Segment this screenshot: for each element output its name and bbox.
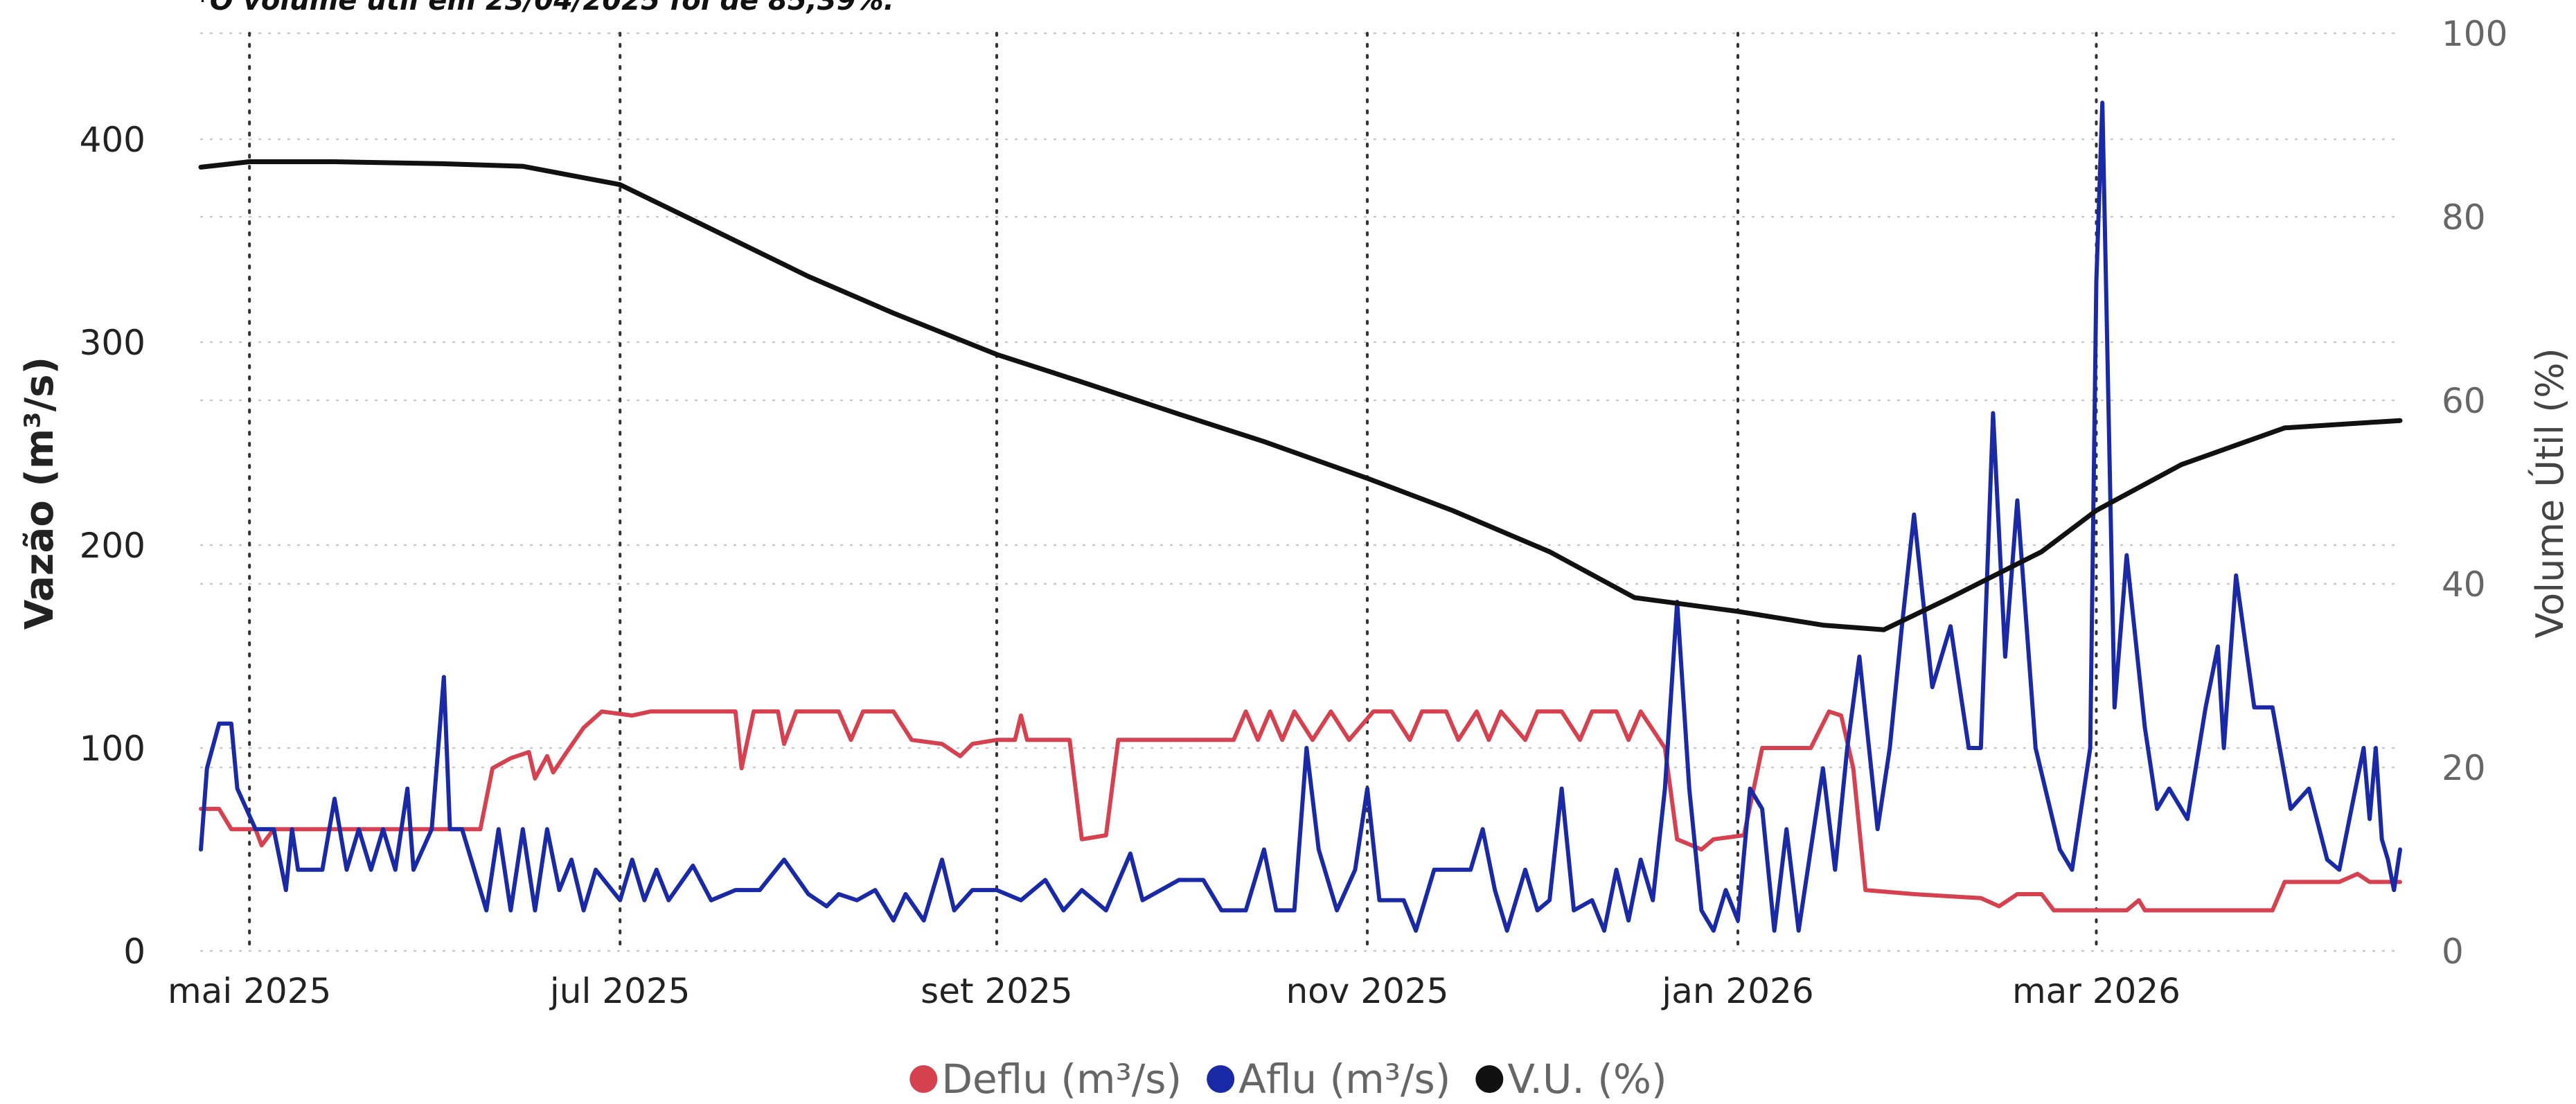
x-tick-label: jan 2026 <box>1661 971 1813 1011</box>
legend-item-aflu-m-s: Aflu (m³/s) <box>1207 1056 1450 1103</box>
y-tick-label-left: 200 <box>80 526 145 566</box>
legend-marker <box>1207 1065 1235 1093</box>
y-tick-label-right: 60 <box>2442 381 2486 421</box>
y-axis-label-right: Volume Útil (%) <box>2528 348 2572 638</box>
y-tick-label-left: 100 <box>80 729 145 769</box>
y-tick-label-left: 400 <box>80 120 145 160</box>
legend-item-v-u: V.U. (%) <box>1475 1056 1667 1103</box>
y-tick-label-right: 80 <box>2442 197 2486 238</box>
legend-label: Deflu (m³/s) <box>941 1056 1182 1103</box>
x-tick-label: mai 2025 <box>168 971 331 1011</box>
volume-note: *O volume útil em 23/04/2025 foi de 85,3… <box>195 0 894 17</box>
y-axis-label-left: Vazão (m³/s) <box>17 357 62 630</box>
x-axis: mai 2025 jul 2025 set 2025 nov 2025 jan 2026… <box>168 971 2180 1011</box>
series-line-v-u <box>198 159 2403 632</box>
y-tick-label-right: 40 <box>2442 564 2486 605</box>
x-tick-label: nov 2025 <box>1286 971 1448 1011</box>
y-axis-left: 0 100 200 300 400 <box>80 120 145 972</box>
y-tick-label-right: 0 <box>2442 932 2464 972</box>
series-lines <box>198 100 2403 933</box>
legend-label: V.U. (%) <box>1507 1056 1667 1103</box>
legend-marker <box>1475 1065 1504 1093</box>
series-line-aflu-m-s <box>199 100 2402 933</box>
y-tick-label-left: 0 <box>123 932 145 972</box>
x-tick-label: jul 2025 <box>549 971 691 1011</box>
y-tick-label-right: 100 <box>2442 14 2507 54</box>
legend: Deflu (m³/s) Aflu (m³/s) V.U. (%) <box>909 1056 1667 1103</box>
legend-marker <box>909 1065 938 1093</box>
legend-label: Aflu (m³/s) <box>1238 1056 1450 1103</box>
x-tick-label: set 2025 <box>921 971 1073 1011</box>
series-line-deflu-m-s <box>199 709 2402 913</box>
y-tick-label-left: 300 <box>80 323 145 363</box>
y-tick-label-right: 20 <box>2442 748 2486 788</box>
y-axis-right: 0 20 40 60 80 100 <box>2442 14 2507 972</box>
month-markers <box>248 32 2098 952</box>
x-tick-label: mar 2026 <box>2012 971 2180 1011</box>
legend-item-deflu-m-s: Deflu (m³/s) <box>909 1056 1182 1103</box>
